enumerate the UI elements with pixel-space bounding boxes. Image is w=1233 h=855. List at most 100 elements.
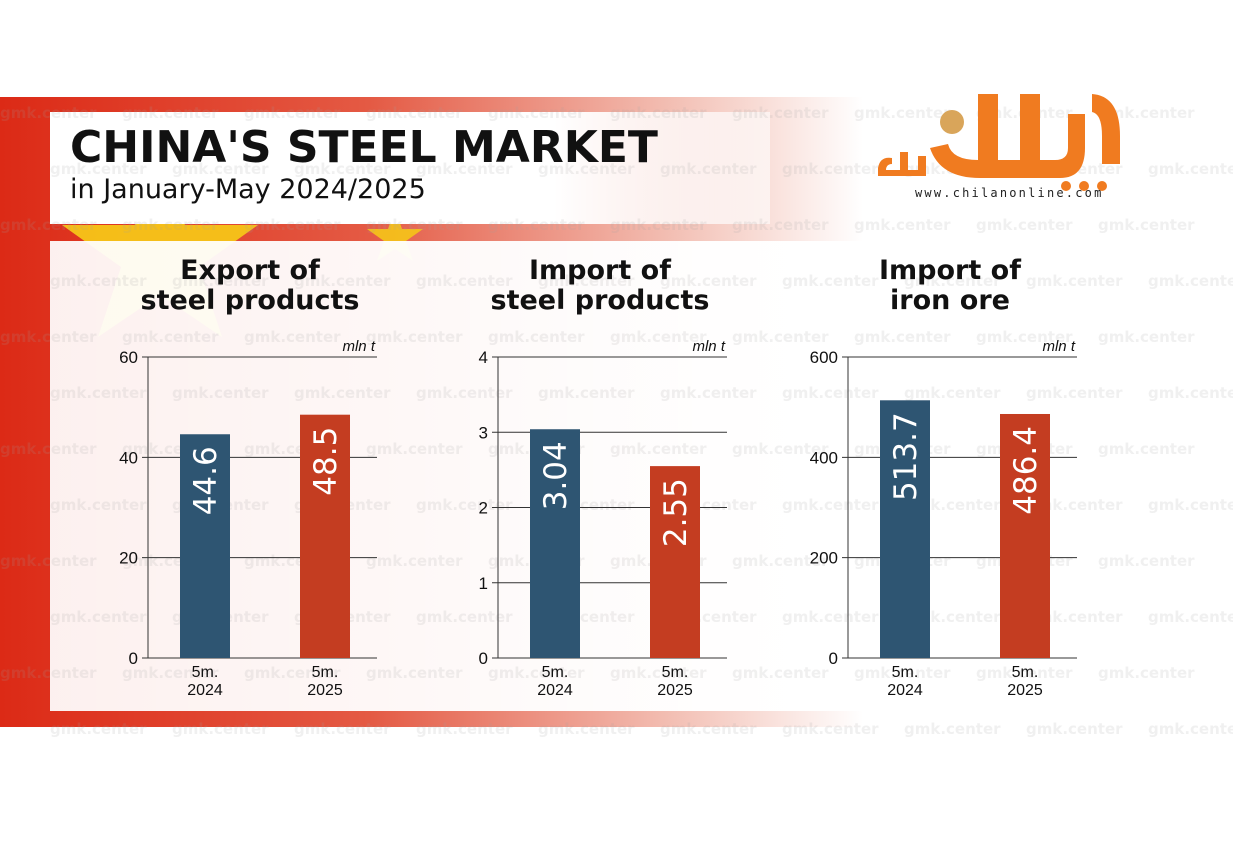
- watermark-text: gmk.center: [904, 272, 1001, 290]
- watermark-text: gmk.center: [732, 440, 829, 458]
- watermark-text: gmk.center: [0, 440, 97, 458]
- watermark-text: gmk.center: [416, 496, 513, 514]
- watermark-text: gmk.center: [904, 384, 1001, 402]
- watermark-text: gmk.center: [538, 720, 635, 738]
- bar: [650, 466, 700, 658]
- watermark-text: gmk.center: [732, 552, 829, 570]
- watermark-text: gmk.center: [0, 216, 97, 234]
- chart-title-line: Export of: [180, 255, 320, 286]
- chart-title-import-ore: Import of iron ore: [800, 256, 1100, 316]
- x-category-label: 5m.: [542, 664, 569, 681]
- bar: [530, 429, 580, 658]
- watermark-text: gmk.center: [244, 216, 341, 234]
- watermark-text: gmk.center: [366, 552, 463, 570]
- watermark-text: gmk.center: [50, 496, 147, 514]
- watermark-text: gmk.center: [660, 720, 757, 738]
- watermark-text: gmk.center: [1148, 272, 1233, 290]
- watermark-text: gmk.center: [854, 328, 951, 346]
- watermark-text: gmk.center: [976, 328, 1073, 346]
- logo-dot: [1097, 181, 1107, 191]
- watermark-text: gmk.center: [1098, 440, 1195, 458]
- watermark-text: gmk.center: [854, 664, 951, 682]
- bar-value-label: 48.5: [308, 427, 344, 496]
- watermark-text: gmk.center: [172, 384, 269, 402]
- y-tick-label: 2: [479, 499, 488, 518]
- chart-title-line: Import of: [879, 255, 1021, 286]
- watermark-text: gmk.center: [50, 160, 147, 178]
- x-category-label: 5m.: [1012, 664, 1039, 681]
- watermark-text: gmk.center: [488, 216, 585, 234]
- watermark-text: gmk.center: [538, 272, 635, 290]
- bar-value-label: 44.6: [188, 446, 224, 515]
- chart-title-line: Import of: [529, 255, 671, 286]
- bar-value-label: 486.4: [1008, 426, 1044, 515]
- flag-star-small: [367, 209, 423, 261]
- x-category-label: 5m.: [192, 664, 219, 681]
- watermark-text: gmk.center: [416, 720, 513, 738]
- bar-value-label: 2.55: [658, 478, 694, 547]
- bar-value-label: 3.04: [538, 441, 574, 510]
- bar-value-label: 513.7: [888, 412, 924, 501]
- watermark-text: gmk.center: [1098, 552, 1195, 570]
- logo-subglyph: [878, 152, 926, 176]
- watermark-text: gmk.center: [732, 664, 829, 682]
- bar: [180, 434, 230, 658]
- watermark-text: gmk.center: [1026, 496, 1123, 514]
- logo-glyph: [930, 94, 1085, 178]
- watermark-text: gmk.center: [660, 160, 757, 178]
- watermark-text: gmk.center: [0, 104, 97, 122]
- watermark-text: gmk.center: [366, 328, 463, 346]
- y-tick-label: 400: [810, 448, 838, 467]
- watermark-text: gmk.center: [244, 664, 341, 682]
- bar: [880, 400, 930, 658]
- logo-url: www.chilanonline.com: [915, 186, 1104, 200]
- watermark-text: gmk.center: [172, 272, 269, 290]
- watermark-text: gmk.center: [782, 608, 879, 626]
- watermark-text: gmk.center: [416, 384, 513, 402]
- watermark-text: gmk.center: [610, 328, 707, 346]
- watermark-text: gmk.center: [366, 664, 463, 682]
- watermark-text: gmk.center: [610, 216, 707, 234]
- watermark-text: gmk.center: [782, 160, 879, 178]
- watermark-text: gmk.center: [538, 160, 635, 178]
- watermark-text: gmk.center: [1098, 664, 1195, 682]
- watermark-text: gmk.center: [610, 104, 707, 122]
- logo-dot: [940, 110, 964, 134]
- watermark-text: gmk.center: [1026, 720, 1123, 738]
- x-category-label: 5m.: [312, 664, 339, 681]
- watermark-text: gmk.center: [122, 216, 219, 234]
- watermark-text: gmk.center: [782, 384, 879, 402]
- watermark-text: gmk.center: [1148, 720, 1233, 738]
- y-tick-label: 3: [479, 423, 488, 442]
- watermark-text: gmk.center: [416, 608, 513, 626]
- bar: [300, 414, 350, 658]
- watermark-text: gmk.center: [294, 384, 391, 402]
- y-tick-label: 600: [810, 348, 838, 367]
- watermark-text: gmk.center: [294, 160, 391, 178]
- watermark-text: gmk.center: [122, 104, 219, 122]
- watermark-text: gmk.center: [732, 216, 829, 234]
- watermark-text: gmk.center: [1026, 608, 1123, 626]
- watermark-text: gmk.center: [0, 328, 97, 346]
- watermark-text: gmk.center: [50, 608, 147, 626]
- watermark-text: gmk.center: [660, 272, 757, 290]
- chart-title-line: steel products: [140, 285, 360, 316]
- logo-dot: [1079, 181, 1089, 191]
- unit-label: mln t: [692, 338, 725, 355]
- y-tick-label: 0: [829, 649, 838, 668]
- page-title: CHINA'S STEEL MARKET: [70, 122, 658, 173]
- watermark-text: gmk.center: [366, 440, 463, 458]
- watermark-text: gmk.center: [488, 104, 585, 122]
- watermark-text: gmk.center: [294, 272, 391, 290]
- y-tick-label: 40: [119, 448, 138, 467]
- watermark-text: gmk.center: [782, 496, 879, 514]
- watermark-text: gmk.center: [122, 328, 219, 346]
- watermark-text: gmk.center: [854, 104, 951, 122]
- watermark-text: gmk.center: [172, 720, 269, 738]
- watermark-text: gmk.center: [0, 552, 97, 570]
- x-category-label: 2024: [187, 682, 223, 699]
- x-category-label: 2024: [887, 682, 923, 699]
- watermark-text: gmk.center: [610, 664, 707, 682]
- watermark-text: gmk.center: [538, 384, 635, 402]
